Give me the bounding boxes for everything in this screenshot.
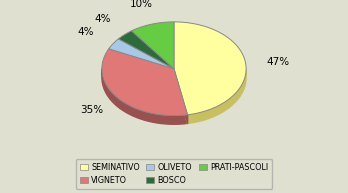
Text: 4%: 4% xyxy=(78,27,94,37)
Polygon shape xyxy=(174,69,188,124)
Polygon shape xyxy=(174,69,188,124)
Polygon shape xyxy=(174,22,246,115)
Polygon shape xyxy=(118,31,174,69)
Text: 10%: 10% xyxy=(130,0,153,9)
Text: 35%: 35% xyxy=(80,105,103,115)
Legend: SEMINATIVO, VIGNETO, OLIVETO, BOSCO, PRATI-PASCOLI: SEMINATIVO, VIGNETO, OLIVETO, BOSCO, PRA… xyxy=(76,159,272,189)
Polygon shape xyxy=(109,39,174,69)
Polygon shape xyxy=(188,69,246,124)
Text: 47%: 47% xyxy=(267,57,290,67)
Polygon shape xyxy=(132,22,174,69)
Polygon shape xyxy=(102,69,188,124)
Polygon shape xyxy=(102,49,188,116)
Text: 4%: 4% xyxy=(94,14,111,24)
